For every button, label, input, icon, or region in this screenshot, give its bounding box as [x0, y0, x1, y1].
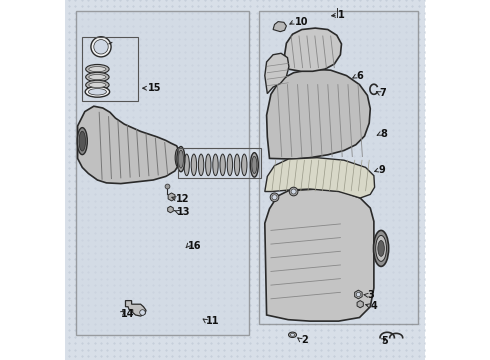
- Ellipse shape: [88, 89, 106, 95]
- Bar: [259, 11, 418, 324]
- Ellipse shape: [242, 154, 247, 176]
- Ellipse shape: [250, 153, 258, 177]
- Text: 11: 11: [206, 316, 220, 326]
- Ellipse shape: [373, 230, 389, 266]
- Text: 12: 12: [176, 194, 189, 204]
- Text: 1: 1: [338, 10, 344, 20]
- Text: 4: 4: [370, 301, 377, 311]
- Text: 6: 6: [356, 71, 363, 81]
- Text: 5: 5: [381, 336, 388, 346]
- Ellipse shape: [86, 80, 109, 90]
- Text: 7: 7: [379, 88, 386, 98]
- Ellipse shape: [86, 64, 109, 74]
- Circle shape: [291, 189, 296, 194]
- Polygon shape: [265, 189, 374, 321]
- Text: 8: 8: [380, 129, 387, 139]
- Circle shape: [94, 40, 108, 54]
- Bar: [82, 37, 138, 101]
- Polygon shape: [125, 301, 146, 316]
- Circle shape: [356, 292, 361, 297]
- Bar: [178, 148, 261, 178]
- Ellipse shape: [252, 156, 257, 174]
- Polygon shape: [273, 22, 286, 32]
- Circle shape: [270, 193, 279, 202]
- Circle shape: [289, 187, 298, 196]
- Circle shape: [91, 37, 111, 57]
- Polygon shape: [265, 53, 289, 94]
- Ellipse shape: [178, 150, 183, 168]
- Ellipse shape: [89, 75, 106, 80]
- Polygon shape: [267, 69, 370, 159]
- Bar: [76, 11, 248, 335]
- Ellipse shape: [291, 333, 294, 336]
- Ellipse shape: [177, 147, 185, 172]
- Text: 16: 16: [188, 240, 201, 251]
- Text: 3: 3: [368, 290, 374, 300]
- Ellipse shape: [175, 148, 182, 168]
- Circle shape: [272, 195, 277, 200]
- Ellipse shape: [206, 154, 211, 176]
- Ellipse shape: [191, 154, 196, 176]
- Ellipse shape: [289, 332, 296, 338]
- Polygon shape: [77, 106, 179, 184]
- Ellipse shape: [89, 82, 106, 87]
- Ellipse shape: [86, 72, 109, 82]
- Ellipse shape: [213, 154, 218, 176]
- Polygon shape: [285, 28, 342, 71]
- Ellipse shape: [227, 154, 233, 176]
- Ellipse shape: [89, 67, 106, 72]
- Ellipse shape: [220, 154, 225, 176]
- Text: 14: 14: [121, 309, 134, 319]
- Text: 2: 2: [301, 335, 308, 345]
- Ellipse shape: [85, 86, 110, 97]
- Ellipse shape: [198, 154, 204, 176]
- Ellipse shape: [79, 131, 86, 151]
- Text: 13: 13: [177, 207, 191, 217]
- Ellipse shape: [234, 154, 240, 176]
- Ellipse shape: [77, 128, 87, 155]
- Text: 9: 9: [379, 165, 386, 175]
- Ellipse shape: [378, 240, 384, 256]
- Ellipse shape: [376, 235, 387, 261]
- Text: 15: 15: [148, 83, 161, 93]
- Text: 10: 10: [294, 17, 308, 27]
- Polygon shape: [265, 158, 374, 198]
- Ellipse shape: [184, 154, 189, 176]
